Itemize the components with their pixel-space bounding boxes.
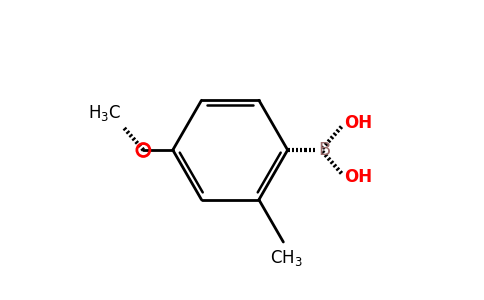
Text: OH: OH <box>345 115 373 133</box>
Text: OH: OH <box>345 167 373 185</box>
Text: H$_3$C: H$_3$C <box>88 103 121 124</box>
Text: B: B <box>318 141 331 159</box>
Text: CH$_3$: CH$_3$ <box>270 248 302 268</box>
